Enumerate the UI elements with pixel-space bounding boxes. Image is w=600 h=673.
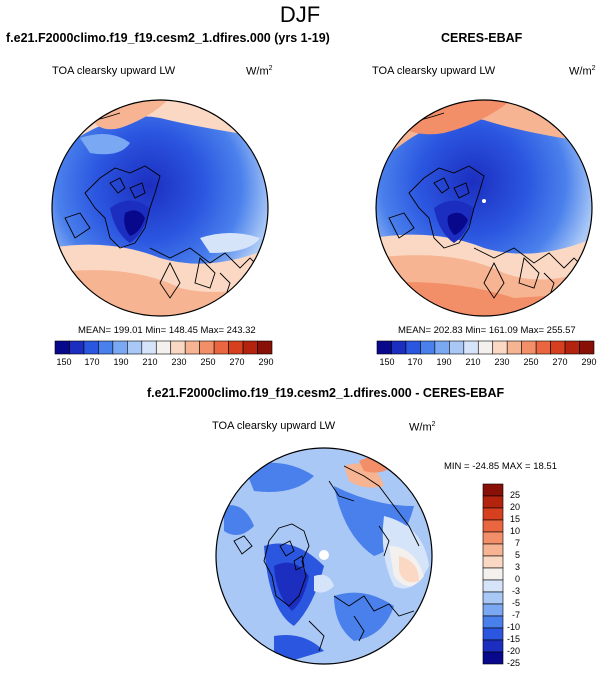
- cb2-tick: 190: [436, 357, 452, 367]
- colorbar-swatch: [69, 340, 85, 355]
- colorbar-swatch: [98, 340, 114, 355]
- colorbar-swatch: [391, 340, 407, 355]
- cb3-tick: 3: [514, 562, 520, 572]
- colorbar-swatch: [463, 340, 479, 355]
- cb3-tick: 7: [514, 538, 520, 548]
- panel-1-colorbar: [54, 340, 273, 355]
- cb2-tick: 210: [465, 357, 481, 367]
- cb2-tick: 170: [407, 357, 423, 367]
- cb3-tick: 20: [509, 502, 520, 512]
- cb3-tick: -7: [511, 610, 520, 620]
- panel-1-polar-map: [51, 99, 269, 317]
- cb2-tick: 290: [581, 357, 597, 367]
- colorbar-swatch: [550, 340, 566, 355]
- colorbar-swatch: [434, 340, 450, 355]
- cb1-tick: 290: [258, 357, 274, 367]
- colorbar-swatch: [170, 340, 186, 355]
- panel-2-stats: MEAN= 202.83 Min= 161.09 Max= 255.57: [398, 325, 576, 336]
- colorbar-swatch: [54, 340, 70, 355]
- colorbar-swatch: [535, 340, 551, 355]
- cb1-tick: 210: [142, 357, 158, 367]
- colorbar-swatch: [482, 651, 504, 665]
- panel-3-title: f.e21.F2000climo.f19_f19.cesm2_1.dfires.…: [147, 386, 505, 400]
- colorbar-swatch: [492, 340, 508, 355]
- cb3-tick: 5: [514, 550, 520, 560]
- colorbar-swatch: [213, 340, 229, 355]
- panel-3-stats: MIN = -24.85 MAX = 18.51: [444, 461, 558, 472]
- cb3-tick: -25: [506, 658, 520, 668]
- cb2-tick: 230: [494, 357, 510, 367]
- colorbar-swatch: [477, 340, 494, 355]
- colorbar-swatch: [141, 340, 157, 355]
- cb1-tick: 170: [84, 357, 100, 367]
- colorbar-swatch: [521, 340, 537, 355]
- panel-1-title: f.e21.F2000climo.f19_f19.cesm2_1.dfires.…: [6, 31, 330, 45]
- cb2-tick: 270: [552, 357, 568, 367]
- panel-2-title: CERES-EBAF: [441, 31, 523, 45]
- colorbar-swatch: [449, 340, 465, 355]
- panel-1-variable: TOA clearsky upward LW: [52, 65, 176, 77]
- cb3-tick: -20: [506, 646, 520, 656]
- colorbar-swatch: [579, 340, 595, 355]
- colorbar-swatch: [184, 340, 200, 355]
- cb3-tick: -3: [511, 586, 520, 596]
- panel-2-units: W/m2: [569, 65, 596, 78]
- panel-2-polar-map: [375, 99, 593, 317]
- figure-title: DJF: [279, 2, 321, 27]
- cb1-tick: 250: [200, 357, 216, 367]
- colorbar-swatch: [405, 340, 421, 355]
- cb1-tick: 190: [113, 357, 129, 367]
- cb3-tick: 0: [514, 574, 520, 584]
- panel-1-units: W/m2: [246, 65, 273, 78]
- panel-2-colorbar: [376, 340, 595, 355]
- colorbar-swatch: [199, 340, 215, 355]
- colorbar-swatch: [228, 340, 244, 355]
- colorbar-swatch: [112, 340, 128, 355]
- panel-3-variable: TOA clearsky upward LW: [212, 420, 336, 432]
- colorbar-swatch: [127, 340, 143, 355]
- colorbar-swatch: [155, 340, 172, 355]
- colorbar-swatch: [564, 340, 580, 355]
- cb1-tick: 270: [229, 357, 245, 367]
- colorbar-swatch: [420, 340, 436, 355]
- colorbar-swatch: [376, 340, 392, 355]
- colorbar-swatch: [506, 340, 522, 355]
- colorbar-swatch: [83, 340, 99, 355]
- panel-1-stats: MEAN= 199.01 Min= 148.45 Max= 243.32: [78, 325, 256, 336]
- cb1-tick: 150: [56, 357, 72, 367]
- cb2-tick: 250: [523, 357, 539, 367]
- cb3-tick: -15: [506, 634, 520, 644]
- panel-2-variable: TOA clearsky upward LW: [372, 65, 496, 77]
- cb3-tick: -5: [511, 598, 520, 608]
- colorbar-swatch: [257, 340, 273, 355]
- cb3-tick: 25: [509, 490, 520, 500]
- cb3-tick: 15: [509, 514, 520, 524]
- cb2-tick: 150: [379, 357, 395, 367]
- panel-3-colorbar: [482, 483, 504, 665]
- colorbar-swatch: [242, 340, 258, 355]
- cb3-tick: 10: [509, 526, 520, 536]
- panel-3-units: W/m2: [409, 421, 436, 434]
- panel-3-polar-map: [215, 447, 433, 665]
- cb3-tick: -10: [506, 622, 520, 632]
- cb1-tick: 230: [171, 357, 187, 367]
